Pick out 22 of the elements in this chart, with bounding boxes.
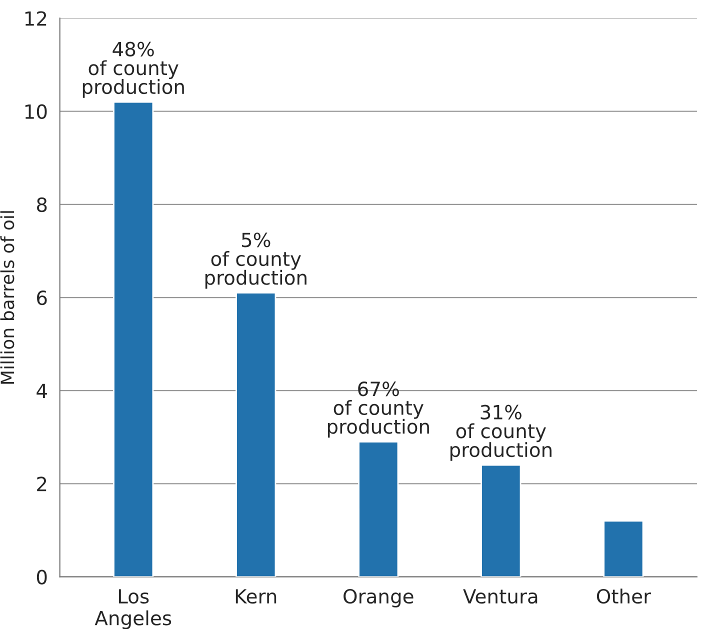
x-tick-label: Los Angeles: [94, 589, 172, 629]
y-tick-label: 10: [25, 104, 47, 119]
x-tick-label: Kern: [236, 589, 276, 604]
x-tick-label: Orange: [344, 588, 414, 608]
y-tick-label: 2: [37, 476, 46, 492]
y-tick-label: 6: [37, 290, 47, 306]
x-tick-label: Other: [596, 588, 652, 604]
annotation: 48% of county production: [82, 42, 184, 98]
x-tick-label: Ventura: [463, 589, 538, 604]
bar: [603, 520, 644, 577]
annotation: 5% of county production: [205, 232, 306, 289]
y-axis-title: Million barrels of oil: [0, 211, 14, 384]
annotation: 67% of county production: [328, 382, 429, 438]
y-tick-label: 8: [36, 197, 47, 212]
y-tick-label: 0: [36, 570, 47, 584]
y-tick-label: 4: [36, 384, 47, 398]
bar: [480, 464, 522, 577]
bar: [358, 441, 399, 577]
bar: [113, 101, 154, 577]
bar: [236, 292, 276, 577]
annotation: 31% of county production: [450, 404, 552, 461]
y-tick-label: 12: [25, 11, 46, 26]
